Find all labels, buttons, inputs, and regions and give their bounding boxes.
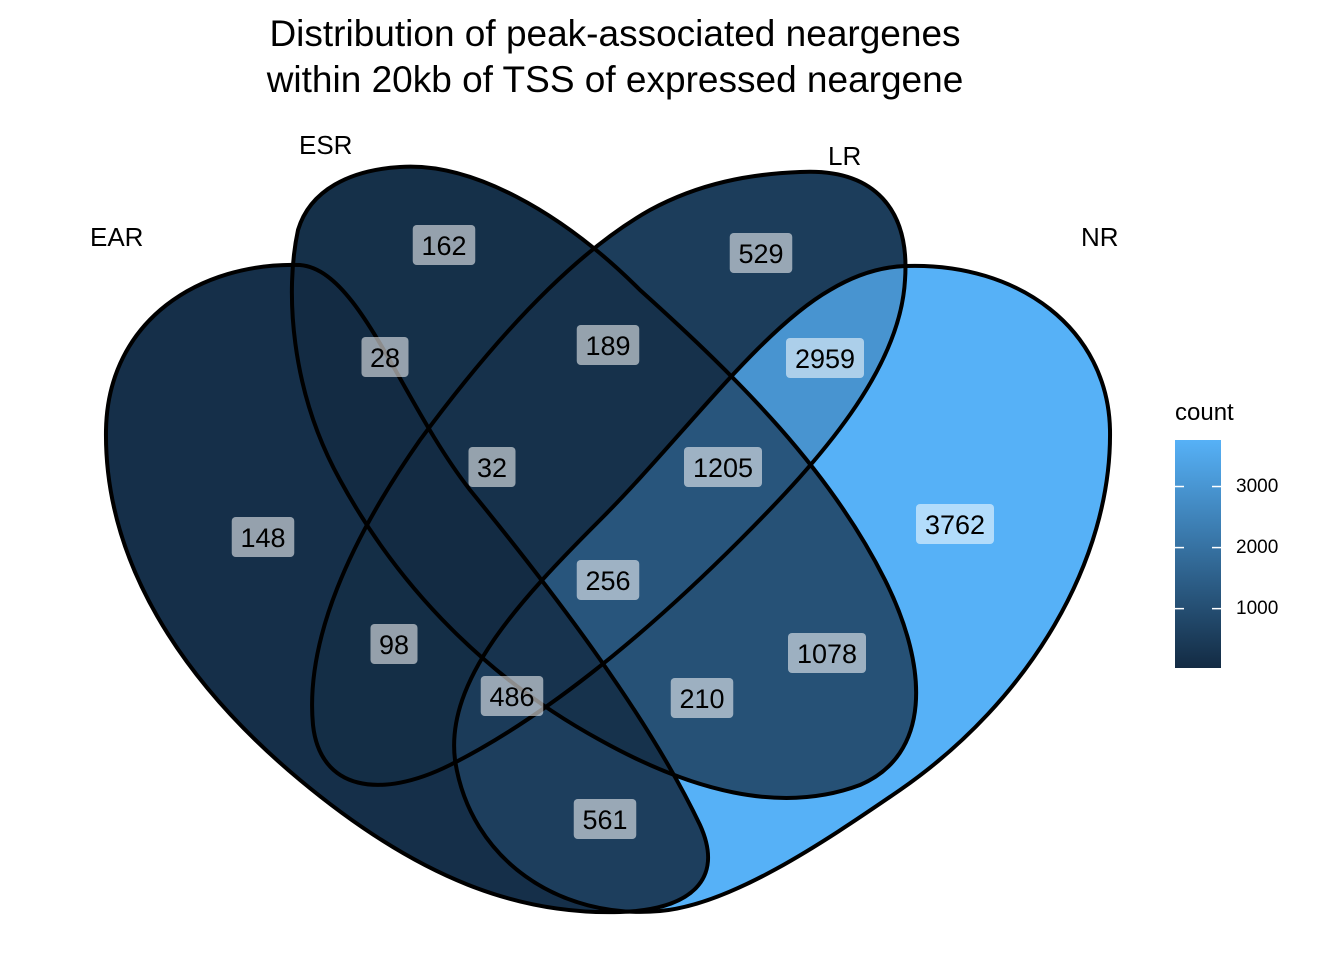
venn-outline-esr bbox=[289, 164, 919, 800]
count-label-esr-lr: 189 bbox=[576, 325, 640, 365]
count-label-lr-nr: 2959 bbox=[786, 338, 864, 378]
svg-text:162: 162 bbox=[421, 231, 466, 261]
count-label-ear-lr: 98 bbox=[370, 624, 418, 664]
svg-text:1078: 1078 bbox=[797, 639, 857, 669]
venn-set-outlines bbox=[103, 164, 1113, 915]
legend-colorbar bbox=[1175, 440, 1221, 668]
count-label-ear-lr-nr: 486 bbox=[480, 676, 544, 716]
svg-text:28: 28 bbox=[370, 343, 400, 373]
count-label-ear-esr-lr: 32 bbox=[468, 447, 516, 487]
count-label-esr-nr: 1078 bbox=[788, 633, 866, 673]
svg-text:486: 486 bbox=[489, 682, 534, 712]
svg-text:32: 32 bbox=[477, 453, 507, 483]
legend-tick-label: 1000 bbox=[1236, 598, 1278, 619]
count-label-ear-nr: 561 bbox=[573, 799, 637, 839]
set-label-esr: ESR bbox=[299, 130, 352, 160]
venn-set-labels: EAR ESR LR NR bbox=[90, 130, 1119, 252]
svg-text:98: 98 bbox=[379, 630, 409, 660]
count-label-lr: 529 bbox=[729, 233, 793, 273]
svg-text:2959: 2959 bbox=[795, 344, 855, 374]
svg-text:256: 256 bbox=[585, 566, 630, 596]
count-label-ear-esr: 28 bbox=[361, 337, 409, 377]
svg-text:189: 189 bbox=[585, 331, 630, 361]
svg-text:1205: 1205 bbox=[693, 453, 753, 483]
venn-outline-ear bbox=[103, 262, 711, 915]
count-label-esr: 162 bbox=[412, 225, 476, 265]
venn-count-labels: 148 162 529 3762 28 189 2959 32 1205 256 98 1078 486… bbox=[231, 225, 994, 839]
set-label-ear: EAR bbox=[90, 222, 143, 252]
set-label-lr: LR bbox=[828, 141, 861, 171]
svg-text:148: 148 bbox=[240, 523, 285, 553]
set-label-nr: NR bbox=[1081, 222, 1119, 252]
venn-outline-lr bbox=[310, 169, 908, 787]
count-label-ear-esr-lr-nr: 256 bbox=[576, 560, 640, 600]
count-label-ear-esr-nr: 210 bbox=[670, 678, 734, 718]
svg-text:210: 210 bbox=[679, 684, 724, 714]
legend-tick-label: 3000 bbox=[1236, 476, 1278, 497]
venn-outline-nr bbox=[452, 263, 1113, 914]
svg-text:3762: 3762 bbox=[925, 510, 985, 540]
svg-text:529: 529 bbox=[738, 239, 783, 269]
color-legend: count 1000 2000 3000 bbox=[1175, 399, 1278, 668]
chart-title-line-2: within 20kb of TSS of expressed neargene bbox=[266, 59, 964, 100]
count-label-nr: 3762 bbox=[916, 504, 994, 544]
count-label-ear: 148 bbox=[231, 517, 295, 557]
svg-text:561: 561 bbox=[582, 805, 627, 835]
legend-tick-label: 2000 bbox=[1236, 537, 1278, 558]
legend-title: count bbox=[1175, 399, 1234, 426]
count-label-esr-lr-nr: 1205 bbox=[684, 447, 762, 487]
chart-title-line-1: Distribution of peak-associated neargene… bbox=[269, 13, 961, 54]
